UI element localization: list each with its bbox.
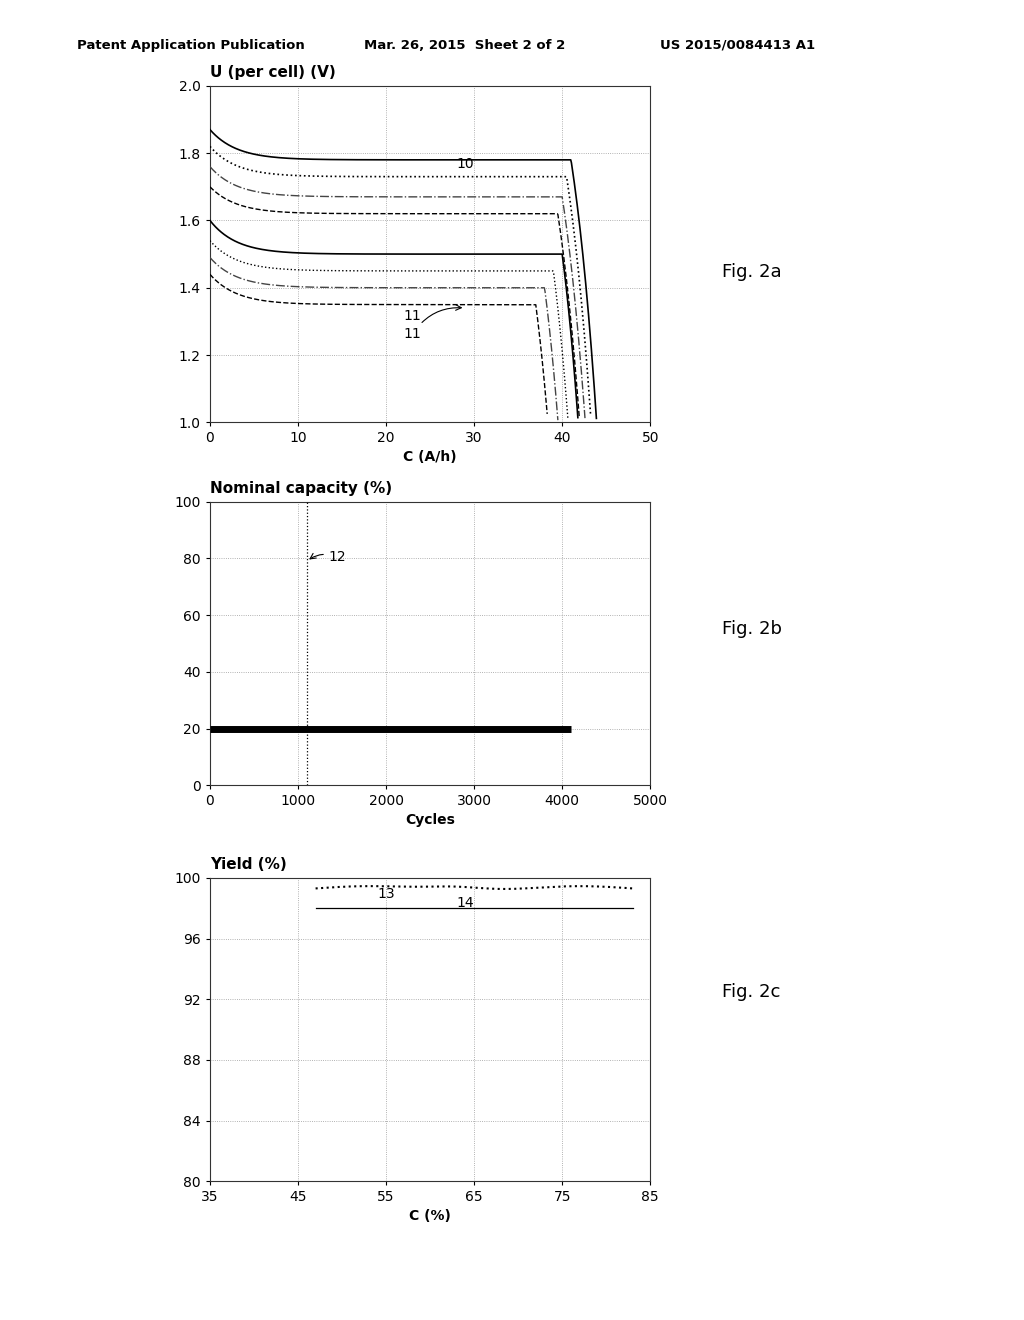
Text: US 2015/0084413 A1: US 2015/0084413 A1	[660, 38, 815, 51]
Text: U (per cell) (V): U (per cell) (V)	[210, 66, 336, 81]
X-axis label: Cycles: Cycles	[406, 813, 455, 826]
Text: Mar. 26, 2015  Sheet 2 of 2: Mar. 26, 2015 Sheet 2 of 2	[364, 38, 565, 51]
Text: 13: 13	[377, 887, 395, 900]
Text: 10: 10	[457, 157, 474, 172]
Text: 14: 14	[457, 896, 474, 909]
Text: 11: 11	[403, 305, 461, 342]
Text: 12: 12	[310, 550, 346, 564]
Text: Fig. 2b: Fig. 2b	[722, 619, 782, 638]
Text: Nominal capacity (%): Nominal capacity (%)	[210, 482, 392, 496]
Text: Fig. 2c: Fig. 2c	[722, 982, 780, 1001]
Text: Patent Application Publication: Patent Application Publication	[77, 38, 304, 51]
X-axis label: C (A/h): C (A/h)	[403, 450, 457, 463]
Text: Yield (%): Yield (%)	[210, 858, 287, 873]
Text: 11: 11	[403, 309, 422, 322]
X-axis label: C (%): C (%)	[410, 1209, 451, 1222]
Text: Fig. 2a: Fig. 2a	[722, 263, 781, 281]
